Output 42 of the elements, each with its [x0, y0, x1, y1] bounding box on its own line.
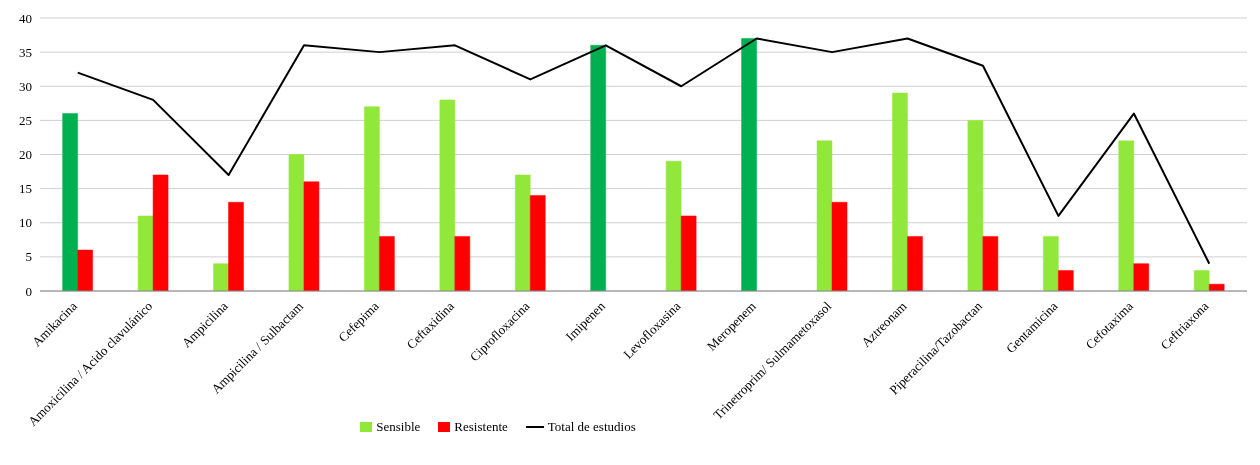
bar — [1058, 270, 1074, 291]
bar — [530, 195, 546, 291]
bar — [892, 92, 908, 291]
y-tick-label: 30 — [19, 78, 32, 94]
bar — [1133, 263, 1150, 291]
bar — [152, 174, 169, 291]
bar — [379, 236, 395, 291]
y-tick-label: 0 — [25, 283, 32, 299]
bar — [137, 215, 154, 291]
y-tick-label: 15 — [19, 181, 32, 197]
bar — [454, 236, 471, 291]
bar — [967, 120, 984, 291]
y-tick-label: 5 — [25, 249, 32, 265]
bar — [816, 140, 833, 291]
bar — [228, 202, 244, 291]
y-tick-label: 35 — [19, 44, 32, 60]
y-tick-label: 25 — [19, 112, 32, 128]
bar — [907, 236, 923, 291]
bar — [1193, 270, 1210, 291]
bar — [831, 202, 848, 291]
legend-label: Resistente — [453, 419, 508, 435]
legend-label: Total de estudios — [546, 419, 636, 435]
bar — [680, 215, 697, 291]
bar — [515, 174, 531, 291]
legend-label: Sensible — [375, 419, 421, 435]
bar — [439, 99, 456, 291]
bar — [665, 161, 682, 291]
bar — [303, 181, 320, 291]
bar — [590, 45, 606, 291]
bar — [1043, 236, 1059, 291]
line-series — [76, 37, 1211, 265]
bar — [1118, 140, 1135, 291]
y-tick-label: 20 — [19, 147, 32, 163]
y-tick-label: 40 — [19, 10, 32, 26]
bar — [288, 154, 305, 291]
bar — [741, 38, 757, 291]
bar — [62, 113, 78, 291]
bar — [77, 249, 93, 291]
bar — [364, 106, 380, 291]
y-tick-label: 10 — [19, 215, 32, 231]
bar — [982, 236, 999, 291]
bar — [213, 263, 229, 291]
